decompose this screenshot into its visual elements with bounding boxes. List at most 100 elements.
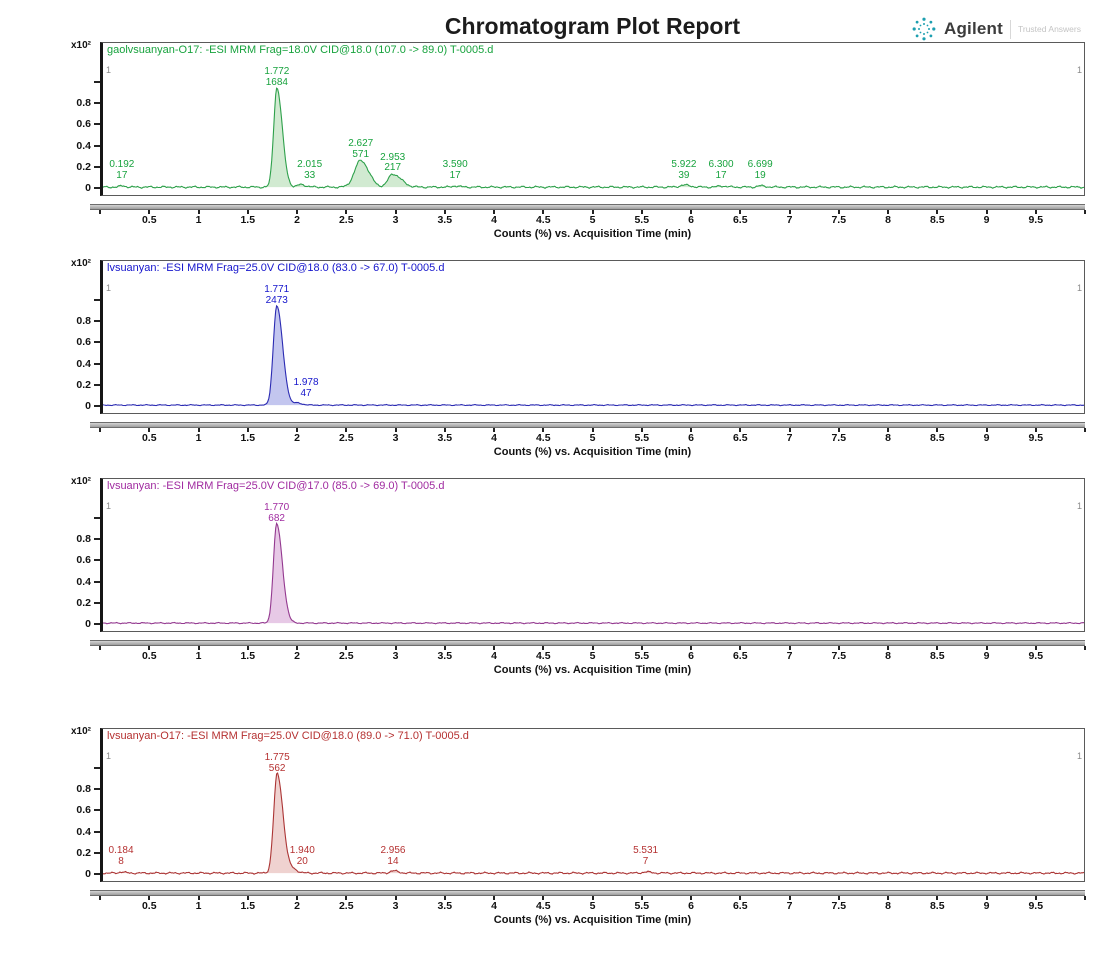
x-tick [739, 428, 742, 432]
corner-marker-left: 1 [106, 751, 112, 761]
x-tick [591, 428, 594, 432]
x-tick [542, 428, 545, 432]
y-tick [94, 559, 100, 561]
x-tick [443, 896, 446, 900]
x-tick-label: 5.5 [634, 214, 650, 226]
x-tick-label: 5 [589, 214, 596, 226]
corner-marker-left: 1 [106, 283, 112, 293]
x-tick-label: 2 [294, 900, 300, 912]
x-tick [493, 210, 495, 214]
y-tick-label: 0.8 [76, 533, 91, 545]
y-tick-label: 0 [85, 618, 91, 630]
x-tick [640, 210, 643, 214]
plot-frame: gaolvsuanyan-O17: -ESI MRM Frag=18.0V CI… [100, 42, 1085, 196]
report-header: Chromatogram Plot Report Agilent Trusted… [0, 0, 1095, 42]
x-tick-label: 1.5 [240, 214, 256, 226]
peak-label: 1.940 20 [289, 845, 315, 867]
x-tick-label: 1.5 [240, 432, 256, 444]
x-tick [197, 428, 200, 432]
x-axis-title: Counts (%) vs. Acquisition Time (min) [493, 664, 692, 676]
y-tick-label: 0 [85, 400, 91, 412]
x-tick [936, 896, 939, 900]
peak-label: 2.627 571 [348, 138, 374, 160]
x-tick [246, 646, 249, 650]
x-tick-label: 6 [688, 650, 694, 662]
x-tick-label: 7.5 [831, 650, 847, 662]
x-tick [591, 896, 594, 900]
x-tick-label: 7.5 [831, 900, 847, 912]
y-tick-label: 0 [85, 182, 91, 194]
x-tick-label: 3 [392, 214, 399, 226]
x-tick-label: 8 [885, 900, 891, 912]
corner-marker-right: 1 [1076, 501, 1082, 511]
x-axis: 0.5 1 1.5 2 2.5 3 3.5 4 4.5 5 5.5 6 6.5 7 7.5 8 8.5 9 9.5 … [54, 640, 1095, 676]
x-tick [591, 646, 594, 650]
x-tick [591, 210, 594, 214]
x-tick-label: 1 [195, 900, 202, 912]
x-tick [1084, 210, 1086, 214]
x-tick [443, 428, 446, 432]
x-tick-label: 9.5 [1028, 214, 1044, 226]
x-tick [690, 428, 692, 432]
x-tick [690, 896, 692, 900]
y-axis: x10² 0.8 0.6 0.4 0.2 0 [54, 726, 100, 882]
x-tick-label: 1 [195, 650, 202, 662]
y-axis: x10² 0.8 0.6 0.4 0.2 0 [54, 40, 100, 196]
peak-label: 1.978 47 [293, 377, 319, 399]
y-tick-label: 0.8 [76, 97, 91, 109]
x-tick [837, 210, 840, 214]
y-tick [94, 788, 100, 790]
x-tick [690, 210, 692, 214]
x-tick [542, 646, 545, 650]
x-tick [936, 646, 939, 650]
x-tick [887, 646, 889, 650]
x-axis: 0.5 1 1.5 2 2.5 3 3.5 4 4.5 5 5.5 6 6.5 7 7.5 8 8.5 9 9.5 … [54, 422, 1095, 458]
x-tick [837, 646, 840, 650]
x-tick [99, 428, 101, 432]
peak-label: 0.192 17 [109, 159, 135, 181]
x-tick [443, 646, 446, 650]
corner-marker-right: 1 [1076, 751, 1082, 761]
x-tick-label: 8 [885, 650, 891, 662]
chromatogram-panel: x10² 0.8 0.6 0.4 0.2 0 lvsuanyan: -ESI MRM Fr… [54, 476, 1095, 676]
x-tick-label: 1.5 [240, 900, 256, 912]
x-tick-label: 9 [983, 650, 990, 662]
x-tick-label: 4 [491, 650, 497, 662]
x-tick [1084, 428, 1086, 432]
x-tick-label: 7.5 [831, 432, 847, 444]
logo-tagline: Trusted Answers [1018, 24, 1081, 34]
y-tick [94, 363, 100, 365]
x-tick [443, 210, 446, 214]
x-tick-label: 6.5 [732, 650, 748, 662]
x-tick [936, 210, 939, 214]
corner-marker-right: 1 [1076, 65, 1082, 75]
x-tick-label: 5.5 [634, 432, 650, 444]
x-tick-label: 1 [195, 432, 202, 444]
x-tick [985, 428, 988, 432]
x-tick-label: 6.5 [732, 432, 748, 444]
x-tick-label: 1.5 [240, 650, 256, 662]
x-tick [887, 210, 889, 214]
trace-title: gaolvsuanyan-O17: -ESI MRM Frag=18.0V CI… [107, 44, 494, 56]
peak-label: 1.772 1684 [264, 66, 290, 88]
x-tick-label: 0.5 [141, 214, 157, 226]
y-tick [94, 623, 100, 625]
x-tick-label: 3 [392, 900, 399, 912]
x-tick [788, 210, 791, 214]
x-tick [640, 646, 643, 650]
x-axis: 0.5 1 1.5 2 2.5 3 3.5 4 4.5 5 5.5 6 6.5 7 7.5 8 8.5 9 9.5 … [54, 204, 1095, 240]
y-tick [94, 299, 100, 301]
x-tick [788, 646, 791, 650]
y-tick-label: 0.2 [76, 161, 91, 173]
x-tick-label: 4.5 [535, 214, 551, 226]
x-tick [690, 646, 692, 650]
y-tick [94, 320, 100, 322]
x-tick-label: 2.5 [338, 214, 354, 226]
y-tick [94, 81, 100, 83]
x-tick-label: 9.5 [1028, 650, 1044, 662]
x-axis-title: Counts (%) vs. Acquisition Time (min) [493, 914, 692, 926]
y-scale-label: x10² [70, 258, 91, 269]
x-tick-label: 5 [589, 900, 596, 912]
chromatogram-trace [103, 772, 1084, 875]
x-tick-label: 3.5 [437, 214, 453, 226]
